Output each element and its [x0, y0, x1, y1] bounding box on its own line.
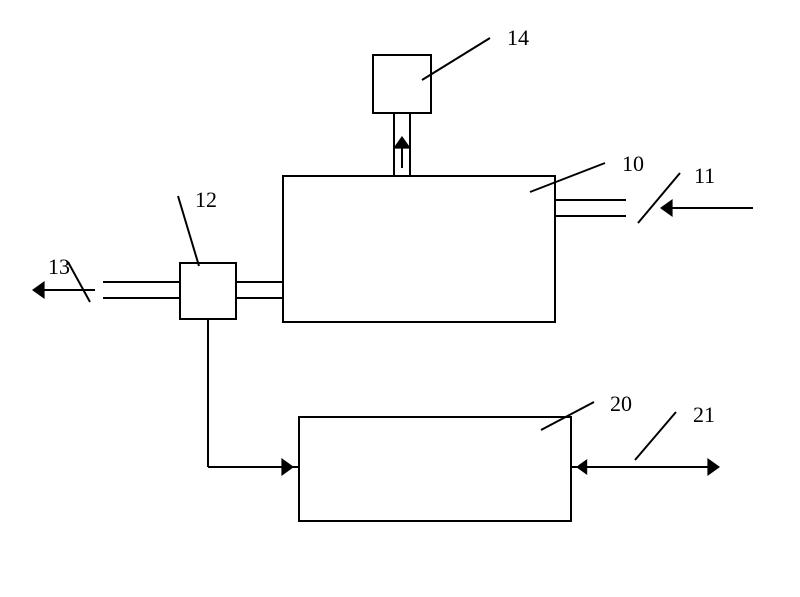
- arrow-21-left-head: [576, 459, 587, 475]
- arrow-into-bottom-head: [281, 458, 294, 476]
- label-l12: 12: [195, 187, 217, 212]
- leader-l14: [422, 38, 490, 80]
- box-main-10: [283, 176, 555, 322]
- arrow-up-head: [393, 136, 411, 149]
- arrow-21-right-head: [707, 458, 720, 476]
- arrow-11-head: [660, 199, 673, 217]
- leader-l21: [635, 412, 676, 460]
- label-l13: 13: [48, 254, 70, 279]
- arrow-13-head: [32, 281, 45, 299]
- label-l11: 11: [694, 163, 715, 188]
- label-l10: 10: [622, 151, 644, 176]
- label-l14: 14: [507, 25, 529, 50]
- leader-l10: [530, 163, 605, 192]
- box-bottom-20: [299, 417, 571, 521]
- box-top-14: [373, 55, 431, 113]
- leader-l13: [68, 262, 90, 302]
- label-l21: 21: [693, 402, 715, 427]
- leader-l11: [638, 173, 680, 223]
- label-l20: 20: [610, 391, 632, 416]
- box-valve-12: [180, 263, 236, 319]
